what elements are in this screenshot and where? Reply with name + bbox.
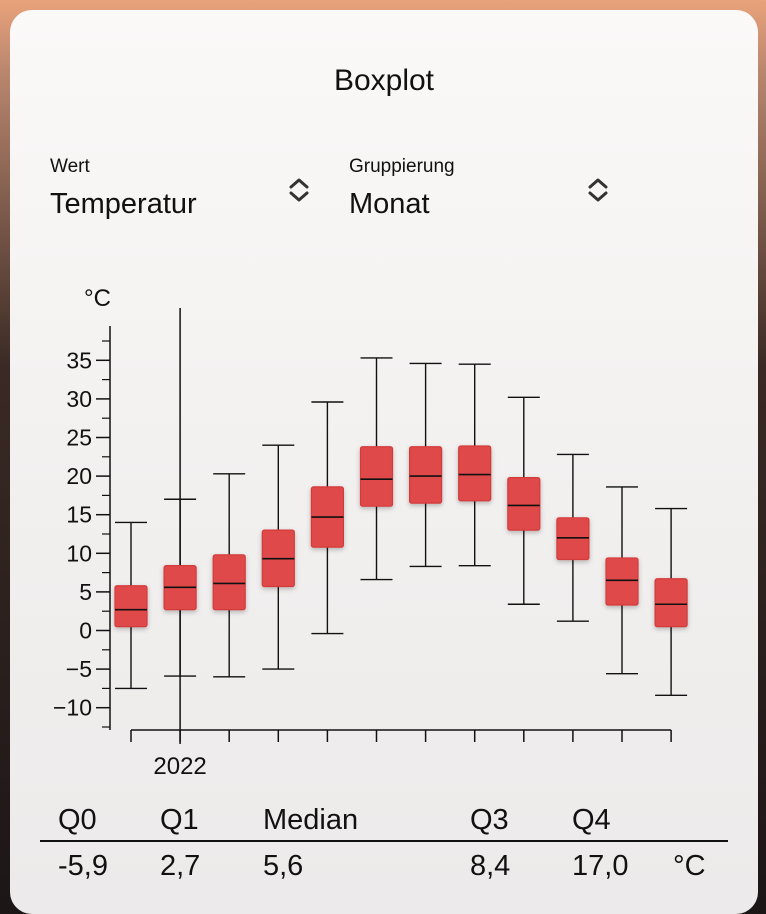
grouping-picker[interactable]: Gruppierung Monat — [349, 156, 619, 221]
grouping-picker-label: Gruppierung — [349, 156, 455, 177]
box-month-5[interactable] — [310, 401, 344, 635]
stats-header-q0: Q0 — [58, 804, 97, 836]
chevron-up-down-icon — [289, 178, 309, 202]
y-tick-label: 30 — [66, 386, 92, 412]
stats-value-q1: 2,7 — [160, 850, 201, 882]
y-tick-label: 35 — [66, 347, 92, 373]
y-tick-label: 20 — [66, 463, 92, 489]
iqr-box — [654, 578, 688, 628]
y-tick-label: 5 — [79, 579, 92, 605]
x-axis-year-label: 2022 — [153, 753, 206, 780]
stats-header-q3: Q3 — [470, 804, 509, 836]
boxes-group — [114, 357, 688, 697]
stats-header-q1: Q1 — [160, 804, 199, 836]
boxplot-chart[interactable]: °C −10 −5 0 5 10 15 20 25 30 35 2022 — [0, 0, 766, 800]
value-picker-label: Wert — [50, 156, 90, 177]
box-month-1[interactable] — [114, 521, 148, 690]
y-tick-label: −5 — [66, 656, 92, 682]
value-picker-value: Temperatur — [50, 188, 197, 220]
box-month-3[interactable] — [212, 473, 246, 678]
iqr-box — [212, 554, 246, 611]
stats-value-q0: -5,9 — [58, 850, 108, 882]
stats-value-q4: 17,0 — [572, 850, 629, 882]
stats-unit: °C — [673, 850, 706, 882]
iqr-box — [507, 477, 541, 531]
iqr-box — [605, 557, 639, 606]
box-month-9[interactable] — [507, 396, 541, 605]
stats-divider — [40, 840, 728, 842]
iqr-box — [114, 585, 148, 628]
box-month-8[interactable] — [458, 363, 492, 567]
page-title: Boxplot — [333, 64, 435, 97]
box-month-2[interactable] — [163, 498, 197, 677]
chevron-up-down-icon — [588, 178, 608, 202]
y-tick-label: 25 — [66, 425, 92, 451]
y-axis-unit-label: °C — [84, 285, 111, 312]
value-picker[interactable]: Wert Temperatur — [50, 156, 320, 221]
x-axis — [130, 308, 672, 744]
iqr-box — [458, 445, 492, 502]
grouping-picker-value: Monat — [349, 188, 430, 220]
stats-value-median: 5,6 — [263, 850, 304, 882]
y-tick-label: 15 — [66, 502, 92, 528]
y-axis: −10 −5 0 5 10 15 20 25 30 35 — [53, 326, 111, 730]
iqr-box — [359, 446, 394, 507]
stats-value-q3: 8,4 — [470, 850, 511, 882]
stats-header-median: Median — [263, 804, 359, 836]
box-month-4[interactable] — [261, 444, 295, 670]
box-month-12[interactable] — [654, 507, 688, 697]
y-tick-label: 0 — [79, 618, 92, 644]
stats-header-q4: Q4 — [572, 804, 611, 836]
box-month-11[interactable] — [605, 486, 639, 675]
box-month-7[interactable] — [409, 362, 443, 568]
box-month-6[interactable] — [359, 357, 394, 581]
y-tick-label: −10 — [53, 695, 92, 721]
iqr-box — [409, 446, 443, 504]
box-month-10[interactable] — [556, 453, 590, 622]
y-tick-label: 10 — [66, 540, 92, 566]
